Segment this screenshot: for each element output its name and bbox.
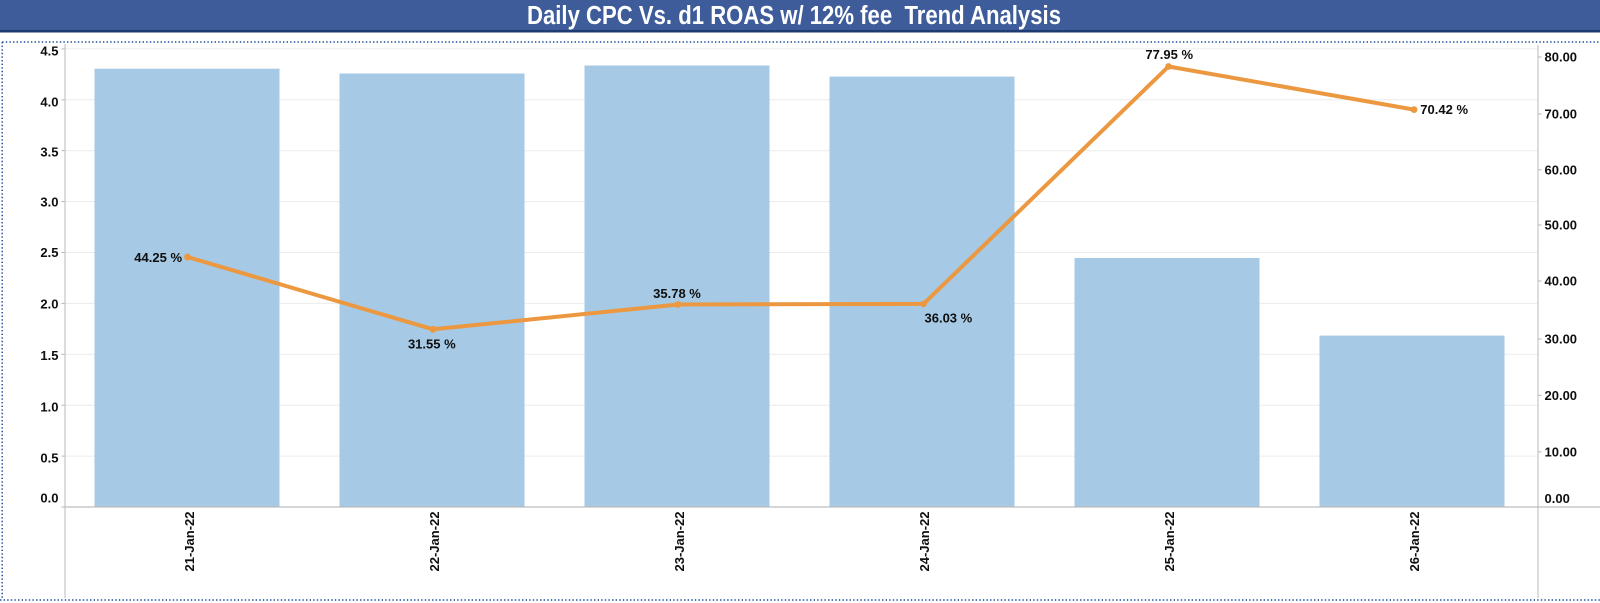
svg-text:1.5: 1.5 bbox=[40, 348, 58, 363]
svg-text:31.55 %: 31.55 % bbox=[408, 336, 456, 351]
svg-text:60.00: 60.00 bbox=[1545, 162, 1578, 177]
svg-text:20.00: 20.00 bbox=[1545, 388, 1578, 403]
svg-text:36.03 %: 36.03 % bbox=[925, 311, 973, 326]
svg-text:77.95 %: 77.95 % bbox=[1145, 47, 1193, 62]
svg-text:10.00: 10.00 bbox=[1545, 445, 1578, 460]
svg-text:24-Jan-22: 24-Jan-22 bbox=[917, 512, 932, 572]
svg-text:50.00: 50.00 bbox=[1545, 218, 1578, 233]
svg-text:0.5: 0.5 bbox=[40, 450, 58, 465]
svg-text:1.0: 1.0 bbox=[40, 400, 58, 415]
svg-text:22-Jan-22: 22-Jan-22 bbox=[427, 512, 442, 572]
svg-text:2.5: 2.5 bbox=[40, 245, 58, 260]
svg-text:21-Jan-22: 21-Jan-22 bbox=[182, 512, 197, 572]
svg-text:40.00: 40.00 bbox=[1545, 274, 1578, 289]
svg-text:26-Jan-22: 26-Jan-22 bbox=[1407, 512, 1422, 572]
svg-text:25-Jan-22: 25-Jan-22 bbox=[1162, 512, 1177, 572]
svg-text:0.00: 0.00 bbox=[1545, 491, 1570, 506]
svg-text:23-Jan-22: 23-Jan-22 bbox=[672, 512, 687, 572]
svg-text:0.0: 0.0 bbox=[40, 491, 58, 506]
svg-text:Daily CPC Vs. d1 ROAS w/ 12% f: Daily CPC Vs. d1 ROAS w/ 12% fee Trend A… bbox=[527, 2, 1061, 30]
svg-text:30.00: 30.00 bbox=[1545, 332, 1578, 347]
svg-text:4.5: 4.5 bbox=[40, 44, 58, 59]
svg-text:35.78 %: 35.78 % bbox=[653, 286, 701, 301]
svg-text:4.0: 4.0 bbox=[40, 94, 58, 109]
svg-text:70.42 %: 70.42 % bbox=[1420, 102, 1468, 117]
svg-text:44.25 %: 44.25 % bbox=[134, 250, 182, 265]
svg-text:3.0: 3.0 bbox=[40, 195, 58, 210]
svg-text:80.00: 80.00 bbox=[1545, 50, 1578, 65]
svg-text:3.5: 3.5 bbox=[40, 145, 58, 160]
svg-text:70.00: 70.00 bbox=[1545, 107, 1578, 122]
svg-text:2.0: 2.0 bbox=[40, 297, 58, 312]
